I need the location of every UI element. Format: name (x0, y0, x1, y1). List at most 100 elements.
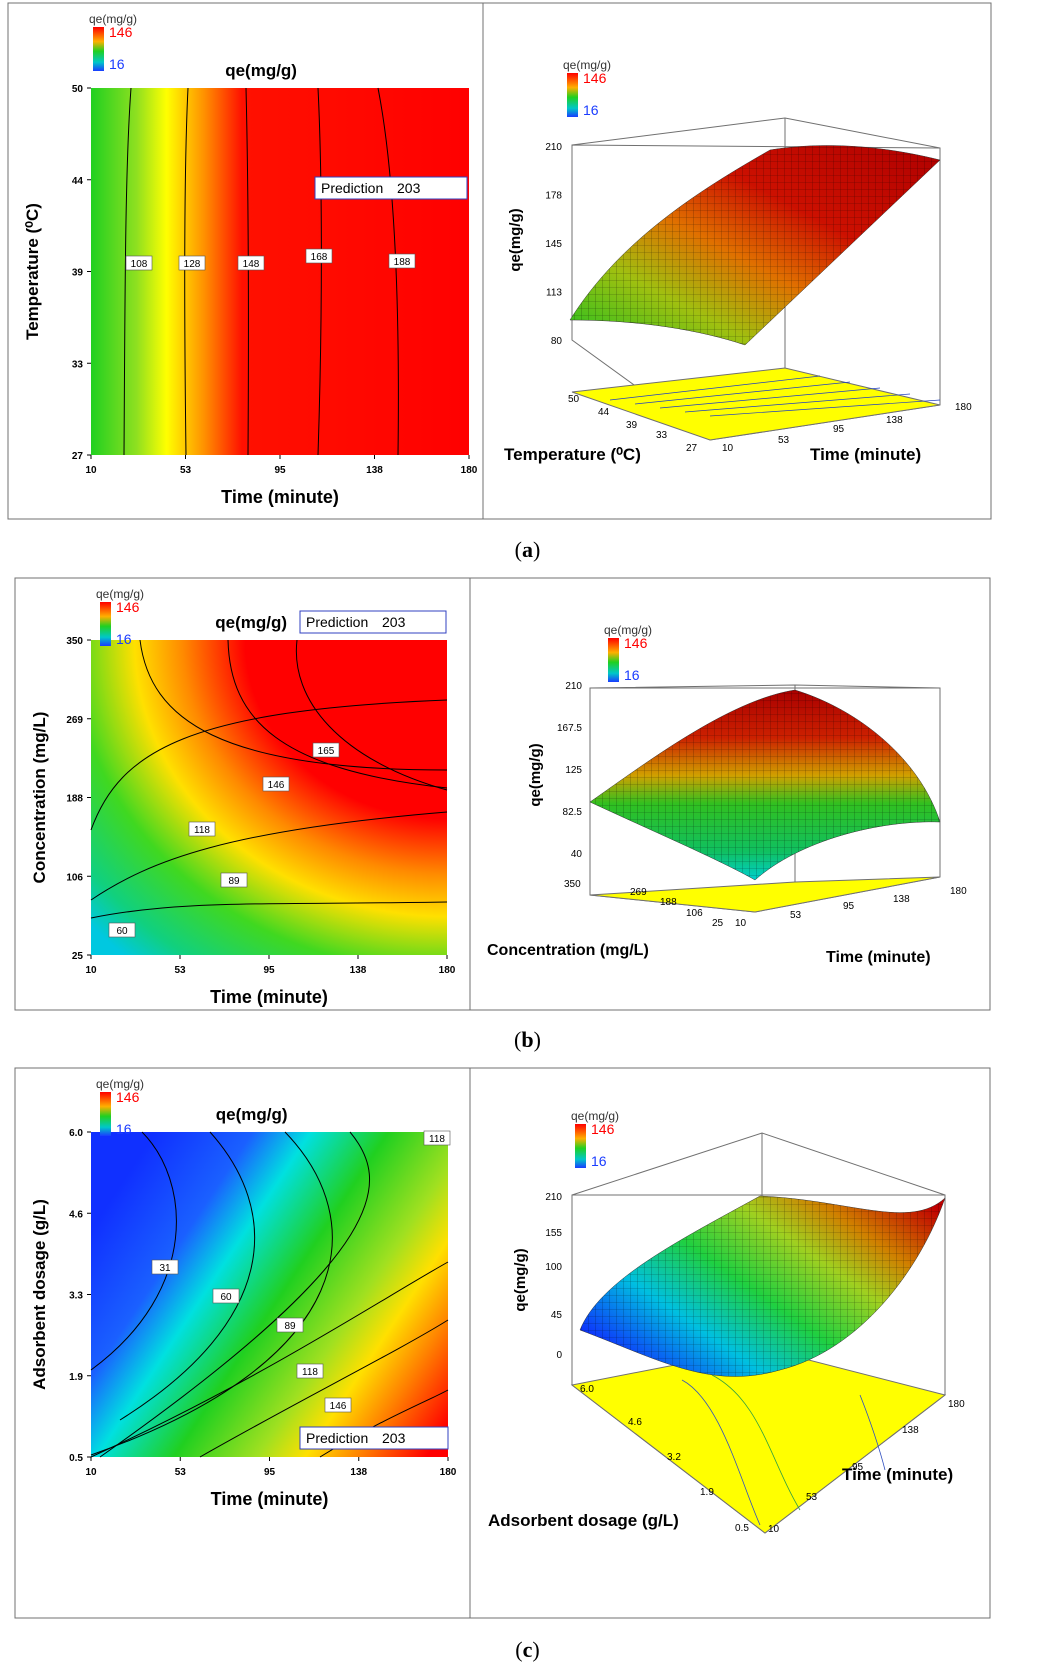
x-tick-label: 180 (950, 886, 967, 897)
contour-label-box (212, 1288, 240, 1304)
prediction-value: 203 (382, 614, 406, 630)
y-tick-label: 0.5 (69, 1453, 83, 1464)
prediction-label: Prediction (321, 180, 383, 196)
x-tick-label: 180 (948, 1399, 965, 1410)
contour-label: 118 (302, 1367, 318, 1378)
x-axis-label: Time (minute) (210, 987, 328, 1007)
panel-c-surface: qe(mg/g)14616045100155210qe(mg/g)1053951… (469, 1067, 991, 1619)
panel-b-surface: qe(mg/g)146164082.5125167.5210qe(mg/g)10… (469, 577, 991, 1011)
chart-title: qe(mg/g) (215, 613, 287, 632)
x-tick-label: 10 (85, 1467, 97, 1478)
surface-mesh (570, 145, 940, 345)
x-tick-label: 138 (902, 1425, 919, 1436)
contour-label-box (178, 255, 206, 271)
legend-high-value: 146 (109, 24, 133, 40)
x-tick-label: 53 (778, 435, 790, 446)
legend-title: qe(mg/g) (89, 12, 137, 26)
legend-title: qe(mg/g) (96, 587, 144, 601)
panel-a-surface: qe(mg/g)1461680113145178210qe(mg/g)10539… (482, 2, 992, 520)
x-tick-label: 95 (852, 1462, 864, 1473)
contour-label: 165 (318, 746, 335, 757)
contour-label: 148 (243, 259, 260, 270)
x-axis-label: Time (minute) (221, 487, 339, 507)
base-contour (709, 399, 941, 417)
y-tick-label: 4.6 (69, 1209, 83, 1220)
contour-line (199, 1319, 449, 1458)
chart-title: qe(mg/g) (216, 1105, 288, 1124)
z-tick-label: 40 (571, 849, 583, 860)
y-tick-label: 4.6 (628, 1417, 642, 1428)
legend-high-value: 146 (624, 635, 648, 651)
x-tick-label: 10 (735, 918, 747, 929)
legend-colorbar (93, 27, 104, 71)
contour-label-box (151, 1259, 179, 1275)
contour-label: 168 (311, 252, 328, 263)
y-tick-label: 27 (72, 451, 84, 462)
contour-label: 89 (284, 1321, 296, 1332)
z-tick-label: 167.5 (557, 723, 582, 734)
caption-c: (c) (515, 1637, 540, 1662)
y-tick-label: 350 (564, 879, 581, 890)
x-tick-label: 138 (350, 1467, 367, 1478)
contour-line (123, 87, 132, 456)
legend-title: qe(mg/g) (96, 1077, 144, 1091)
prediction-label: Prediction (306, 1430, 368, 1446)
y-tick-label: 6.0 (580, 1384, 594, 1395)
contour-line (90, 811, 448, 901)
contour-label-box (262, 776, 290, 792)
legend-low-value: 16 (591, 1153, 607, 1169)
y-tick-label: 44 (72, 176, 84, 187)
z-tick-label: 125 (565, 765, 582, 776)
y-tick-label: 44 (598, 407, 610, 418)
legend-colorbar (100, 602, 111, 646)
base-contour (681, 1379, 761, 1526)
z-tick-label: 210 (565, 681, 582, 692)
prediction-label: Prediction (306, 614, 368, 630)
z-tick-label: 113 (546, 288, 562, 299)
contour-line (184, 87, 189, 456)
base-contour (609, 375, 821, 401)
contour-line (317, 87, 322, 456)
base-contour (684, 393, 911, 413)
caption-a: (a) (514, 537, 541, 562)
base-contour (859, 1394, 886, 1471)
caption-b: (b) (514, 1027, 541, 1052)
prediction-value: 203 (397, 180, 421, 196)
y-tick-label: 3.2 (667, 1452, 681, 1463)
y-tick-label: 33 (72, 359, 84, 370)
y-tick-label: 3.3 (69, 1291, 83, 1302)
x-tick-label: 53 (180, 465, 192, 476)
contour-line (90, 901, 448, 919)
contour-label-box (324, 1397, 352, 1413)
legend-colorbar (575, 1124, 586, 1168)
contour-label-box (188, 821, 216, 837)
legend-low-value: 16 (624, 667, 640, 683)
contour-line (90, 1131, 177, 1371)
contour-label-box (388, 253, 416, 269)
prediction-value: 203 (382, 1430, 406, 1446)
legend-title: qe(mg/g) (604, 623, 652, 637)
contour-line (90, 1261, 449, 1458)
x-tick-label: 95 (264, 1467, 276, 1478)
z-axis-label: qe(mg/g) (512, 1248, 529, 1311)
x-tick-label: 180 (461, 465, 478, 476)
contour-line (90, 1131, 333, 1456)
contour-label: 60 (220, 1292, 232, 1303)
y-axis-label: Temperature (⁰C) (23, 203, 42, 340)
y-tick-label: 27 (686, 443, 698, 454)
legend-colorbar (100, 1092, 111, 1136)
legend-high-value: 146 (116, 599, 140, 615)
z-tick-label: 155 (545, 1228, 562, 1239)
legend-title: qe(mg/g) (563, 58, 611, 72)
legend-high-value: 146 (583, 70, 607, 86)
z-axis-label: qe(mg/g) (507, 208, 524, 271)
contour-label-box (312, 742, 340, 758)
legend-title: qe(mg/g) (571, 1109, 619, 1123)
z-tick-label: 178 (545, 191, 562, 202)
y-tick-label: 25 (72, 951, 84, 962)
contour-label: 146 (330, 1401, 347, 1412)
x-axis-label: Time (minute) (810, 445, 921, 464)
